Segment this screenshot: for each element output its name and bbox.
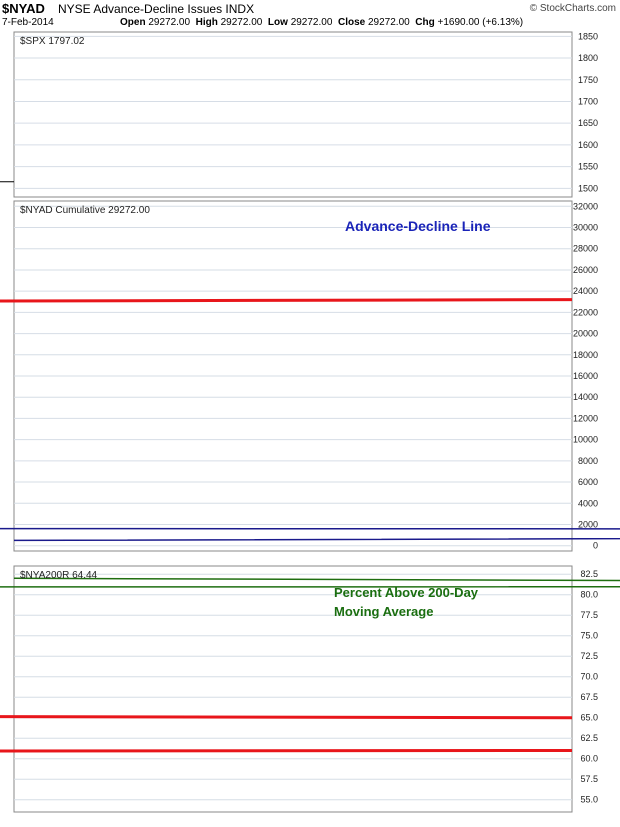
y-tick-label-ad: 4000 bbox=[578, 498, 598, 508]
legend-ad: $NYAD Cumulative 29272.00 bbox=[20, 205, 150, 216]
high-label: High bbox=[195, 17, 218, 28]
y-tick-label-pct: 70.0 bbox=[580, 672, 598, 682]
y-tick-label-ad: 30000 bbox=[573, 223, 598, 233]
stockcharts-credit: © StockCharts.com bbox=[529, 3, 616, 14]
y-tick-label-pct: 57.5 bbox=[580, 774, 598, 784]
high-value: 29272.00 bbox=[220, 17, 263, 28]
y-tick-label-ad: 26000 bbox=[573, 265, 598, 275]
y-tick-label-pct: 75.0 bbox=[580, 631, 598, 641]
y-tick-label-pct: 60.0 bbox=[580, 754, 598, 764]
close-label: Close bbox=[337, 17, 366, 28]
y-tick-label-spx: 1500 bbox=[578, 183, 598, 193]
y-tick-label-spx: 1750 bbox=[578, 75, 598, 85]
y-tick-label-spx: 1600 bbox=[578, 140, 598, 150]
y-tick-label-pct: 67.5 bbox=[580, 692, 598, 702]
open-value: 29272.00 bbox=[148, 17, 191, 28]
y-tick-label-ad: 2000 bbox=[578, 519, 598, 529]
y-tick-label-ad: 6000 bbox=[578, 477, 598, 487]
chg-value: +1690.00 (+6.13%) bbox=[437, 17, 524, 28]
annotation-ad: Advance-Decline Line bbox=[345, 218, 491, 234]
low-label: Low bbox=[267, 17, 288, 28]
y-tick-label-pct: 62.5 bbox=[580, 733, 598, 743]
y-tick-label-ad: 14000 bbox=[573, 392, 598, 402]
ohlc-readout: Open 29272.00 High 29272.00 Low 29272.00… bbox=[120, 17, 523, 28]
chg-label: Chg bbox=[415, 17, 435, 28]
y-tick-label-ad: 12000 bbox=[573, 413, 598, 423]
chart-header: $NYAD NYSE Advance-Decline Issues INDX 7… bbox=[0, 0, 620, 32]
y-tick-label-ad: 10000 bbox=[573, 435, 598, 445]
annotation-pct-line2: Moving Average bbox=[334, 604, 433, 619]
y-tick-label-ad: 20000 bbox=[573, 329, 598, 339]
y-tick-label-pct: 82.5 bbox=[580, 569, 598, 579]
y-tick-label-ad: 8000 bbox=[578, 456, 598, 466]
y-tick-label-ad: 18000 bbox=[573, 350, 598, 360]
y-tick-label-pct: 65.0 bbox=[580, 713, 598, 723]
y-tick-label-spx: 1800 bbox=[578, 53, 598, 63]
y-tick-label-pct: 55.0 bbox=[580, 795, 598, 805]
legend-spx: $SPX 1797.02 bbox=[20, 36, 85, 47]
y-tick-label-ad: 28000 bbox=[573, 244, 598, 254]
y-tick-label-pct: 77.5 bbox=[580, 610, 598, 620]
index-name: NYSE Advance-Decline Issues INDX bbox=[58, 2, 255, 16]
y-tick-label-spx: 1550 bbox=[578, 162, 598, 172]
legend-pct: $NYA200R 64.44 bbox=[20, 570, 98, 581]
panel-frame-pct bbox=[13, 565, 573, 813]
y-tick-label-ad: 24000 bbox=[573, 286, 598, 296]
y-tick-label-spx: 1700 bbox=[578, 96, 598, 106]
panel-frame-spx bbox=[13, 31, 573, 198]
low-value: 29272.00 bbox=[290, 17, 333, 28]
quote-date: 7-Feb-2014 bbox=[2, 17, 54, 28]
y-tick-label-spx: 1850 bbox=[578, 31, 598, 41]
open-label: Open bbox=[120, 17, 146, 28]
y-tick-label-ad: 16000 bbox=[573, 371, 598, 381]
y-tick-label-pct: 80.0 bbox=[580, 590, 598, 600]
y-tick-label-ad: 22000 bbox=[573, 307, 598, 317]
y-tick-label-ad: 0 bbox=[593, 541, 598, 551]
series-line-spx bbox=[0, 181, 15, 183]
close-value: 29272.00 bbox=[367, 17, 410, 28]
annotation-pct-line1: Percent Above 200-Day bbox=[334, 585, 479, 600]
y-tick-label-spx: 1650 bbox=[578, 118, 598, 128]
ticker-symbol: $NYAD bbox=[2, 1, 45, 16]
y-tick-label-ad: 32000 bbox=[573, 201, 598, 211]
y-tick-label-pct: 72.5 bbox=[580, 651, 598, 661]
